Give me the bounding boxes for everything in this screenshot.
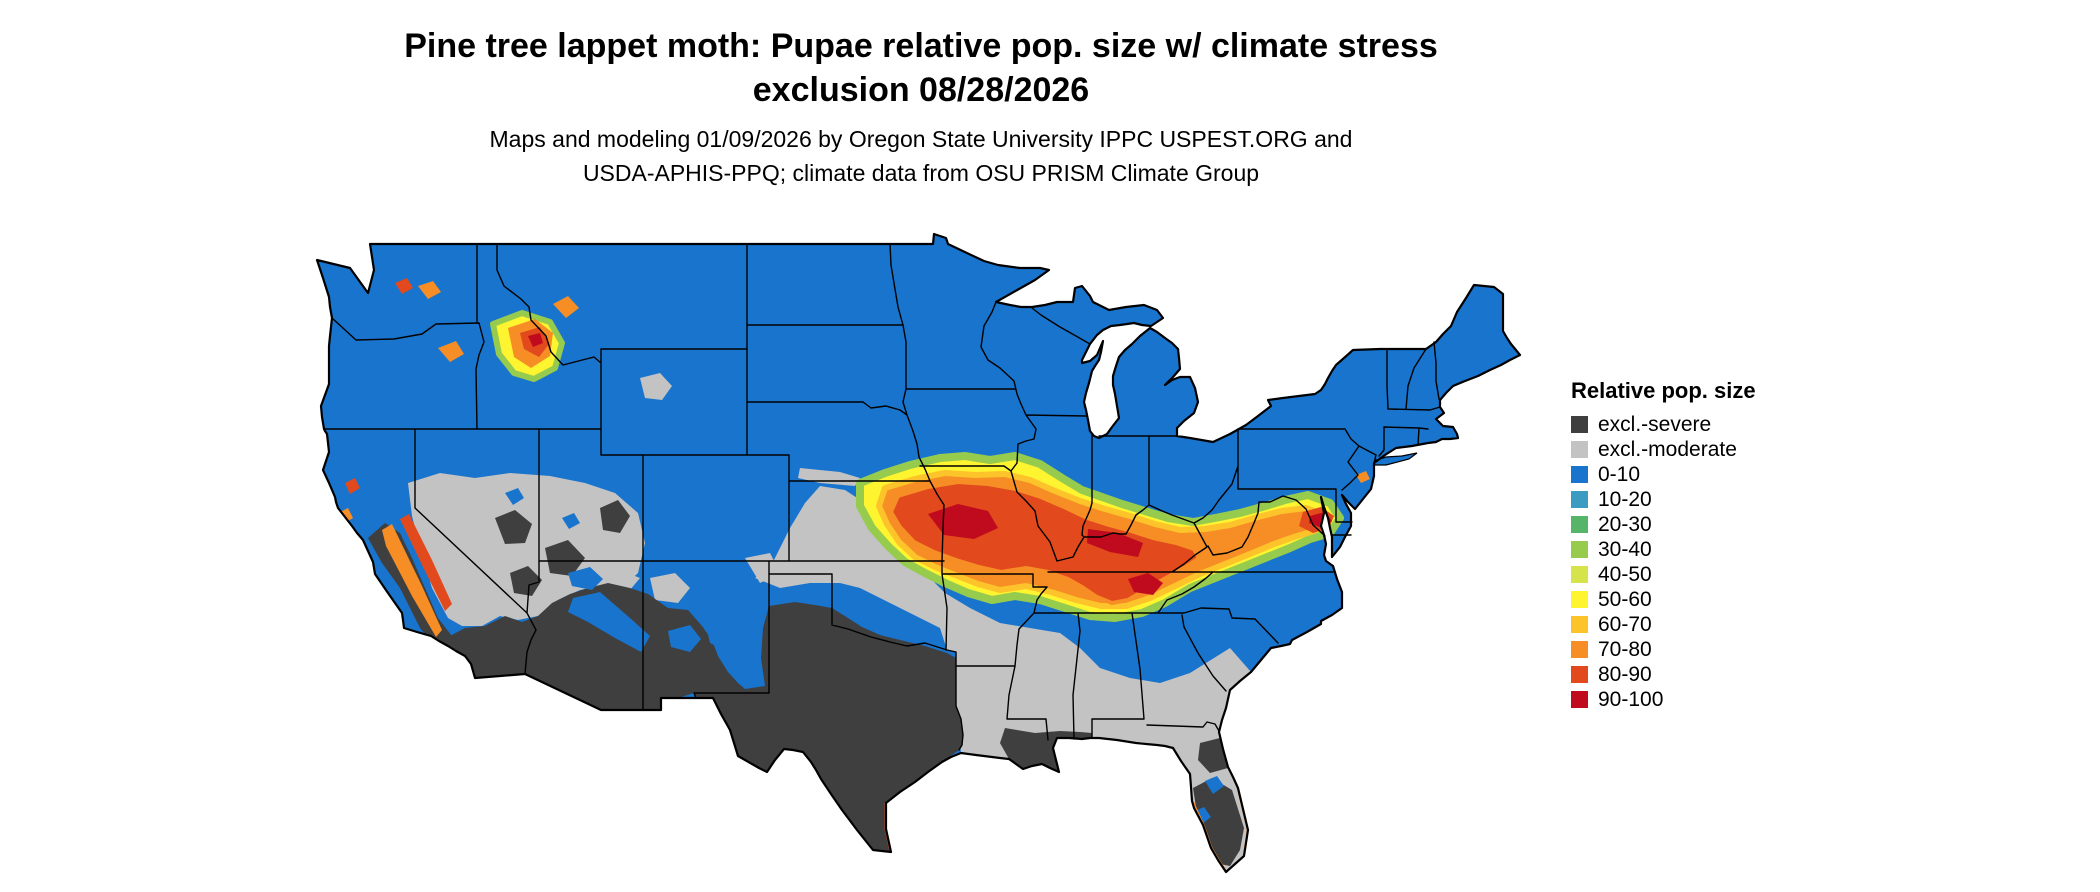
region-excl-moderate-bighorn-basin [640, 373, 672, 400]
region-speck-blue-mountains [438, 341, 464, 362]
region-low-pop-nevada-speck-2 [562, 513, 580, 529]
region-speck-california-north-coast-1 [345, 478, 360, 494]
legend-swatch-excl-severe [1571, 416, 1588, 433]
region-excl-severe-basin-blob-4 [510, 566, 542, 596]
region-sierra-east-fringe [400, 514, 452, 611]
legend-label-excl-moderate: excl.-moderate [1598, 437, 1737, 461]
region-speck-washington-cascades [395, 278, 413, 294]
legend-label-40-50: 40-50 [1598, 562, 1652, 586]
legend-label-excl-severe: excl.-severe [1598, 412, 1712, 436]
legend-swatch-10-20 [1571, 491, 1588, 508]
legend-item-10-20: 10-20 [1571, 487, 1871, 511]
legend-swatch-70-80 [1571, 641, 1588, 658]
region-excl-moderate-nw-new-mexico [650, 573, 690, 603]
legend-label-90-100: 90-100 [1598, 687, 1664, 711]
legend-item-20-30: 20-30 [1571, 512, 1871, 536]
legend-swatch-90-100 [1571, 691, 1588, 708]
map-subtitle: Maps and modeling 01/09/2026 by Oregon S… [0, 122, 1842, 190]
legend-swatch-20-30 [1571, 516, 1588, 533]
legend-swatch-0-10 [1571, 466, 1588, 483]
legend-item-90-100: 90-100 [1571, 687, 1871, 711]
legend-item-0-10: 0-10 [1571, 462, 1871, 486]
legend-label-80-90: 80-90 [1598, 662, 1652, 686]
legend-item-60-70: 60-70 [1571, 612, 1871, 636]
legend-swatch-excl-moderate [1571, 441, 1588, 458]
region-pop-core-kentucky [1087, 529, 1143, 557]
legend-item-30-40: 30-40 [1571, 537, 1871, 561]
region-excl-severe-basin-blob-2 [545, 540, 585, 576]
region-excl-severe-texas [694, 602, 963, 852]
region-excl-moderate-south [755, 486, 1251, 872]
region-low-pop-nevada-speck-1 [505, 488, 524, 505]
legend-label-70-80: 70-80 [1598, 637, 1652, 661]
region-excl-severe-basin-blob-1 [495, 510, 532, 544]
map-title-line2: exclusion 08/28/2026 [752, 71, 1090, 109]
legend-item-excl-moderate: excl.-moderate [1571, 437, 1871, 461]
legend-item-40-50: 40-50 [1571, 562, 1871, 586]
us-map-svg [315, 232, 1522, 874]
legend-swatch-60-70 [1571, 616, 1588, 633]
map-subtitle-line2: USDA-APHIS-PPQ; climate data from OSU PR… [582, 160, 1260, 186]
legend-item-80-90: 80-90 [1571, 662, 1871, 686]
map-subtitle-line1: Maps and modeling 01/09/2026 by Oregon S… [489, 126, 1353, 152]
region-speck-ne-washington [418, 281, 441, 299]
state-borders [323, 243, 1441, 751]
legend-label-20-30: 20-30 [1598, 512, 1652, 536]
map-title-line1: Pine tree lappet moth: Pupae relative po… [404, 27, 1438, 65]
us-map [300, 228, 1530, 888]
legend-label-60-70: 60-70 [1598, 612, 1652, 636]
region-low-pop-kaibab [568, 567, 603, 590]
region-excl-severe-desert-southwest [448, 583, 745, 710]
legend-swatch-50-60 [1571, 591, 1588, 608]
region-excl-severe-gulf-delta [1000, 728, 1092, 772]
region-pop-core-tennessee [1128, 573, 1163, 595]
region-idaho-cluster-core [528, 333, 543, 347]
legend-title: Relative pop. size [1571, 378, 1756, 403]
legend-label-30-40: 30-40 [1598, 537, 1652, 561]
conus-outline [315, 232, 1522, 874]
legend-item-excl-severe: excl.-severe [1571, 412, 1871, 436]
legend: Relative pop. size excl.-severe excl.-mo… [1571, 378, 1871, 716]
legend-label-10-20: 10-20 [1598, 487, 1652, 511]
region-low-pop-gila-mountains [668, 625, 701, 652]
legend-swatch-40-50 [1571, 566, 1588, 583]
legend-label-50-60: 50-60 [1598, 587, 1652, 611]
region-speck-west-montana [553, 296, 579, 318]
legend-swatch-80-90 [1571, 666, 1588, 683]
region-low-pop-florida-speck-1 [1205, 776, 1224, 794]
legend-item-50-60: 50-60 [1571, 587, 1871, 611]
map-title: Pine tree lappet moth: Pupae relative po… [0, 24, 1842, 112]
region-excl-severe-basin-blob-3 [600, 500, 630, 533]
legend-item-70-80: 70-80 [1571, 637, 1871, 661]
region-low-pop-new-mexico-rockies [702, 558, 738, 648]
region-speck-new-jersey [1356, 471, 1370, 483]
legend-swatch-30-40 [1571, 541, 1588, 558]
legend-label-0-10: 0-10 [1598, 462, 1641, 486]
region-sierra-west-fringe [382, 524, 442, 637]
region-low-pop-mogollon-band [568, 592, 650, 652]
region-pop-core-missouri [928, 504, 998, 539]
region-excl-severe-south-florida [1193, 778, 1244, 866]
